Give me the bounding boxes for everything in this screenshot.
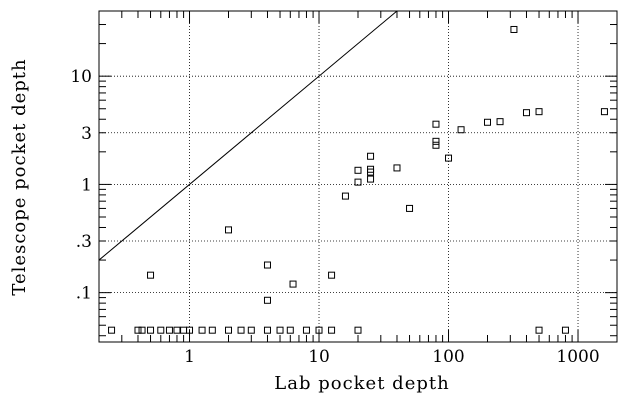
y-tick-label: .1 [76,284,92,304]
x-tick-label: 10 [308,347,330,367]
data-point [247,326,255,334]
plot-frame [98,10,618,343]
x-tick-label: 100 [432,347,464,367]
data-point [237,326,245,334]
data-point [367,165,375,173]
data-point [286,326,294,334]
data-point [354,326,362,334]
data-point [180,326,188,334]
data-point [522,109,530,117]
data-point [510,25,518,33]
data-point [445,154,453,162]
data-point [315,326,323,334]
y-tick-label: 1 [81,175,92,195]
data-point [561,326,569,334]
x-tick-labels: 1 10 100 1000 [184,347,600,367]
y-tick-label: 10 [70,67,92,87]
data-point [354,166,362,174]
data-point [147,271,155,279]
data-point [108,326,116,334]
data-point [198,326,206,334]
data-point [367,175,375,183]
x-axis-label: Lab pocket depth [274,373,449,393]
data-point [173,326,181,334]
data-point [225,326,232,334]
data-point [225,226,232,234]
data-point [535,326,543,334]
data-point [186,326,194,334]
data-point [341,192,349,200]
data-point [263,326,271,334]
y-tick-label: .3 [76,232,92,252]
data-point [484,118,491,126]
data-point [432,120,440,128]
x-tick-label: 1000 [556,347,599,367]
axis-ticks [98,10,618,342]
data-point [134,326,142,334]
y-tick-label: 3 [81,124,92,144]
data-point [302,326,310,334]
reference-line-y-equals-x [98,10,398,261]
data-point [354,178,362,186]
data-point [157,326,165,334]
data-point [289,280,297,288]
data-point [208,326,216,334]
data-point [432,141,440,149]
data-point [600,108,608,116]
data-point [457,126,465,134]
data-point [406,204,414,212]
grid-lines [99,11,617,342]
data-point [147,326,155,334]
data-point [432,137,440,145]
data-points [108,25,608,334]
y-axis-label: Telescope pocket depth [9,58,30,295]
data-point [263,261,271,269]
data-point [328,271,336,279]
data-point [535,108,543,116]
data-point [367,152,375,160]
data-point [263,296,271,304]
x-tick-label: 1 [184,347,195,367]
data-point [165,326,173,334]
y-tick-labels: .1 .3 1 3 10 [70,67,92,303]
data-point [328,326,336,334]
data-point [276,326,284,334]
data-point [393,164,401,172]
data-point [496,118,504,126]
data-point [138,326,146,334]
